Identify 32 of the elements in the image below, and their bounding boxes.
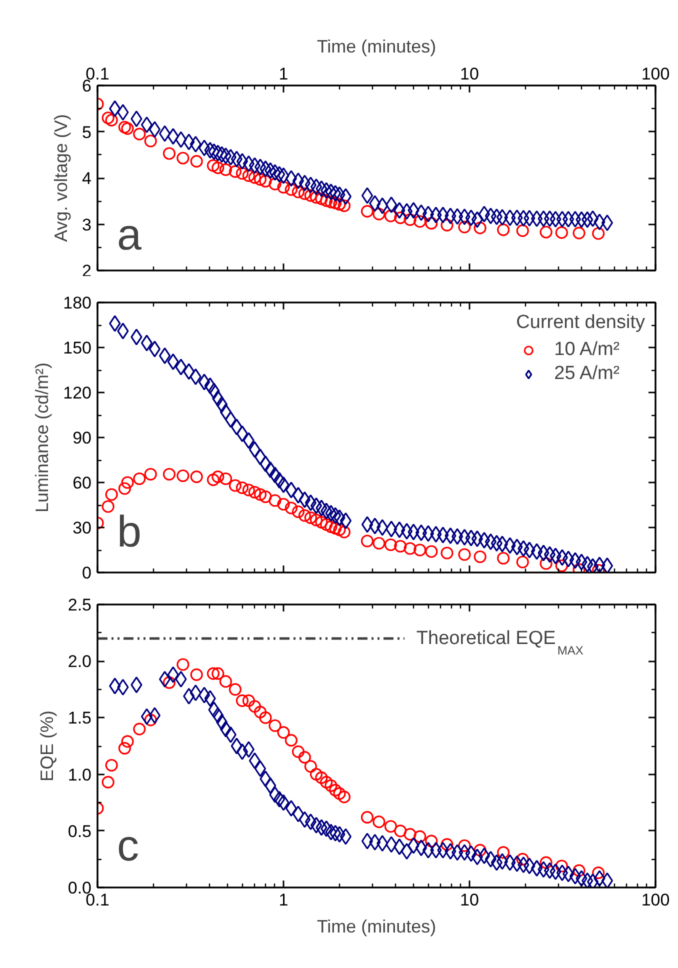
y-tick-label: 150 [63, 338, 92, 358]
y-tick-label: 180 [63, 294, 92, 312]
y-tick-label: 5 [82, 122, 92, 142]
x-tick-label: 1 [278, 64, 288, 84]
x-tick-label: 1 [278, 890, 288, 910]
legend-label: 25 A/m² [554, 363, 620, 385]
x-axis-title: Time (minutes) [316, 36, 436, 56]
x-tick-label: 10 [460, 64, 479, 84]
legend-label: 10 A/m² [554, 339, 620, 361]
y-tick-label: 1.0 [68, 765, 92, 784]
annotation: a [117, 210, 142, 260]
y-tick-label: 120 [63, 384, 92, 402]
y-tick-label: 0 [82, 564, 92, 582]
annotation: b [117, 507, 142, 556]
y-tick-label: 0.5 [68, 822, 92, 841]
y-tick-label: 4 [82, 169, 92, 188]
y-tick-label: 90 [72, 428, 92, 448]
legend-title: Current density [516, 312, 645, 334]
y-tick-label: 2.5 [68, 596, 92, 614]
x-tick-label: 100 [641, 64, 670, 84]
y-axis-title: Avg. voltage (V) [51, 114, 72, 242]
y-axis-title: Luminance (cd/m²) [32, 362, 52, 513]
x-axis-title: Time (minutes) [316, 916, 436, 936]
y-tick-label: 30 [72, 518, 92, 538]
annotation: c [117, 822, 140, 871]
x-tick-label: 100 [641, 890, 670, 910]
y-tick-label: 3 [82, 215, 92, 234]
y-tick-label: 1.5 [68, 708, 92, 728]
y-tick-label: 2.0 [68, 652, 92, 672]
y-axis-title: EQE (%) [36, 710, 57, 782]
x-tick-label: 10 [460, 890, 479, 910]
y-tick-label: 60 [72, 474, 92, 492]
